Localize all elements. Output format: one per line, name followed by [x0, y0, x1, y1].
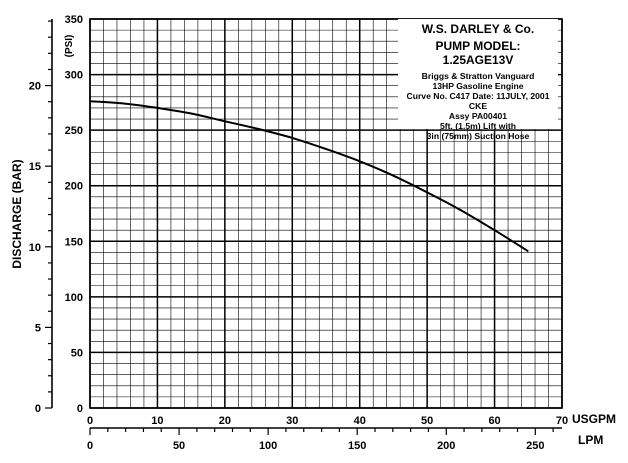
psi-tick-label: 200: [65, 181, 83, 193]
psi-tick-label: 300: [65, 70, 83, 82]
usgpm-tick-label: 0: [87, 415, 93, 427]
usgpm-tick-label: 50: [421, 415, 433, 427]
lpm-tick-label: 50: [173, 440, 185, 452]
bar-axis-title: DISCHARGE (BAR): [10, 159, 24, 268]
psi-axis: 0 50 100 150 200 250 300 350: [65, 14, 83, 415]
assembly-line: Assy PA00401: [448, 111, 508, 121]
usgpm-tick-label: 10: [151, 415, 163, 427]
pump-info-box: W.S. DARLEY & Co. PUMP MODEL: 1.25AGE13V…: [398, 19, 558, 141]
psi-tick-label: 100: [65, 292, 83, 304]
usgpm-axis: 0 10 20 30 40 50 60 70: [87, 415, 568, 427]
bar-tick-label: 0: [35, 403, 41, 415]
curve-number-line: Curve No. C417 Date: 11JULY, 2001 CKE: [406, 91, 550, 111]
lpm-axis-title: LPM: [578, 433, 603, 447]
psi-tick-label: 0: [77, 403, 83, 415]
psi-tick-label: 150: [65, 236, 83, 248]
lpm-tick-label: 100: [259, 440, 277, 452]
usgpm-tick-label: 70: [556, 415, 568, 427]
bar-tick-label: 10: [29, 242, 41, 254]
bar-tick-label: 15: [29, 161, 41, 173]
usgpm-tick-label: 20: [219, 415, 231, 427]
usgpm-axis-title: USGPM: [572, 412, 616, 426]
psi-tick-label: 350: [65, 14, 83, 26]
usgpm-tick-label: 30: [286, 415, 298, 427]
lpm-axis: 0 50 100 150 200 250: [87, 427, 562, 452]
company-name: W.S. DARLEY & Co.: [421, 22, 535, 36]
psi-tick-label: 250: [65, 125, 83, 137]
usgpm-tick-label: 40: [354, 415, 366, 427]
suction-hose-line: 3in (75mm) Suction Hose: [426, 131, 530, 141]
chart-grid: [89, 18, 563, 409]
series-line: [89, 100, 529, 253]
plot-frame: [89, 18, 563, 409]
usgpm-tick-label: 60: [488, 415, 500, 427]
lift-line: 5ft. (1.5m) Lift with: [440, 121, 516, 131]
bar-tick-label: 5: [35, 322, 41, 334]
lpm-tick-label: 150: [348, 440, 366, 452]
lpm-tick-label: 0: [87, 440, 93, 452]
pump-model-label: PUMP MODEL:: [435, 39, 521, 53]
bar-axis: 0 5 10 15 20: [29, 19, 53, 415]
engine-line: Briggs & Stratton Vanguard: [421, 71, 535, 81]
lpm-tick-label: 200: [437, 440, 455, 452]
bar-tick-label: 20: [29, 81, 41, 93]
psi-axis-title: (PSI): [64, 35, 75, 58]
pump-model-number: 1.25AGE13V: [442, 53, 514, 67]
lpm-tick-label: 250: [526, 440, 544, 452]
engine-hp-line: 13HP Gasoline Engine: [432, 81, 524, 91]
psi-tick-label: 50: [71, 347, 83, 359]
